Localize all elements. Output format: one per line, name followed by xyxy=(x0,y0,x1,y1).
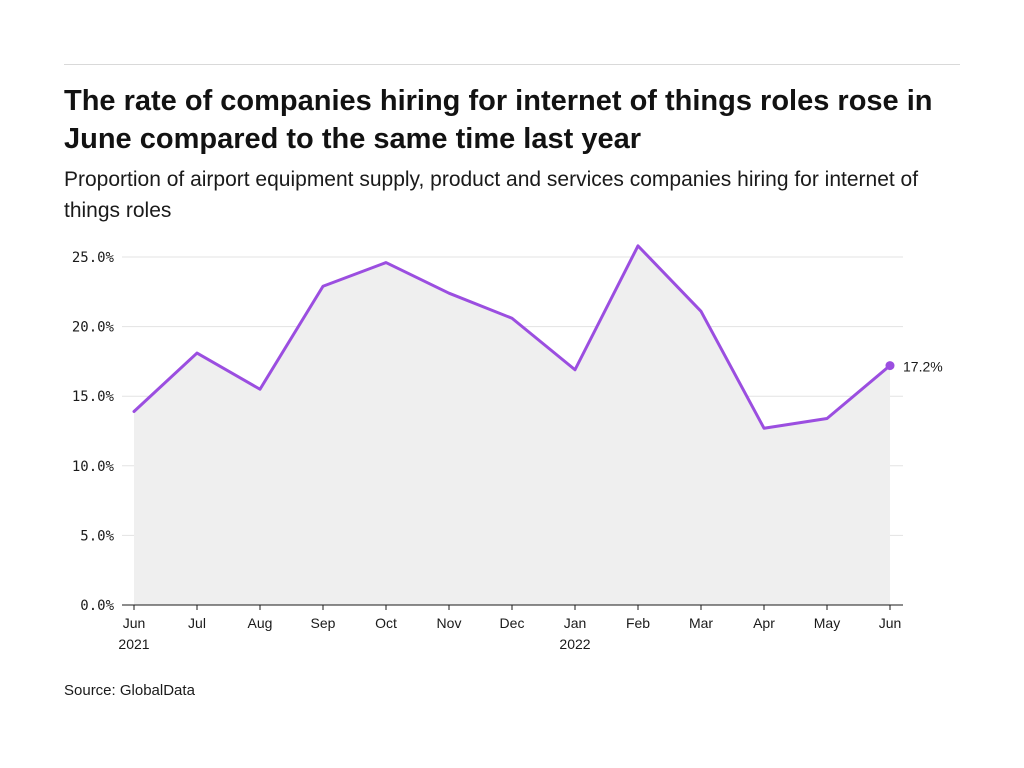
source-note: Source: GlobalData xyxy=(64,682,195,699)
end-point-marker xyxy=(885,361,895,371)
area-fill xyxy=(134,245,890,605)
x-tick-label: Jul xyxy=(188,615,206,631)
x-tick-label: Apr xyxy=(753,615,775,631)
x-tick-year-label: 2022 xyxy=(559,636,590,652)
y-tick-label: 5.0% xyxy=(80,528,114,544)
x-tick-label: Jun xyxy=(879,615,902,631)
x-tick-label: Sep xyxy=(311,615,336,631)
x-tick-label: Nov xyxy=(437,615,462,631)
y-tick-label: 25.0% xyxy=(72,250,115,266)
x-tick-label: Dec xyxy=(500,615,525,631)
data-marks: 17.2% xyxy=(885,359,943,375)
chart-subtitle: Proportion of airport equipment supply, … xyxy=(64,168,919,222)
x-tick-year-label: 2021 xyxy=(118,636,149,652)
x-tick-label: Jan xyxy=(564,615,587,631)
series-line xyxy=(132,244,892,430)
y-tick-label: 10.0% xyxy=(72,459,115,475)
x-tick-label: Oct xyxy=(375,615,397,631)
x-tick-label: May xyxy=(814,615,840,631)
x-tick-label: Mar xyxy=(689,615,713,631)
x-tick-label: Aug xyxy=(248,615,273,631)
top-divider xyxy=(64,64,960,65)
y-tick-label: 0.0% xyxy=(80,598,114,614)
x-tick-label: Feb xyxy=(626,615,650,631)
chart-title: The rate of companies hiring for interne… xyxy=(64,85,933,155)
x-tick-label: Jun xyxy=(123,615,146,631)
y-tick-label: 15.0% xyxy=(72,389,115,405)
axes: 0.0% 5.0% 10.0% 15.0% 20.0% 25.0% Jun 2021 Jul Au… xyxy=(72,250,903,652)
y-tick-label: 20.0% xyxy=(72,320,115,336)
end-value-label: 17.2% xyxy=(903,359,943,375)
